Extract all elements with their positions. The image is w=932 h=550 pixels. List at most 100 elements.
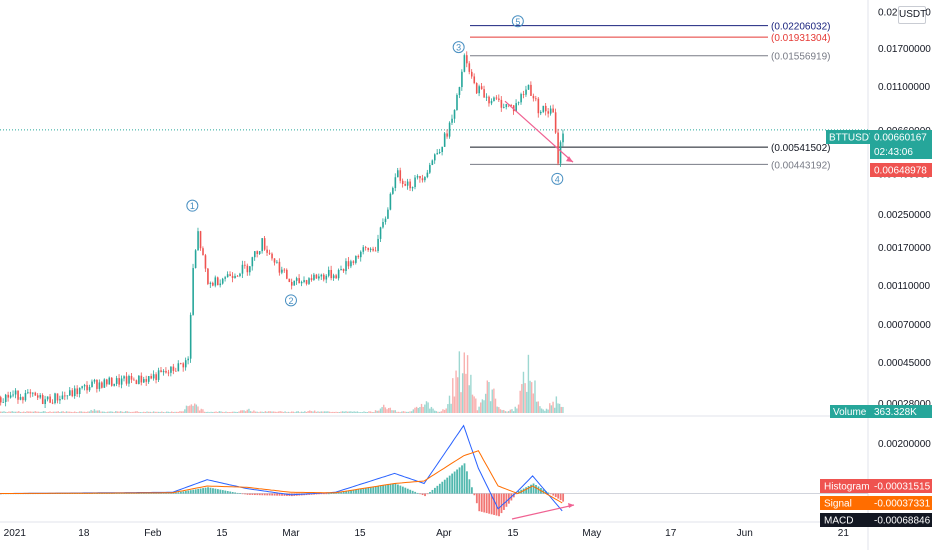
volume-bar (42, 411, 45, 413)
volume-bar (425, 401, 428, 413)
volume-bar (438, 411, 441, 413)
macd-histogram-bar (527, 486, 530, 494)
wave-label: 3 (456, 43, 461, 53)
candle-body (443, 133, 446, 147)
macd-histogram-bar (283, 493, 286, 496)
candle-body (268, 252, 271, 254)
volume-bar (221, 411, 224, 413)
volume-bar (514, 406, 516, 413)
candle-body (367, 247, 370, 250)
candle-body (315, 274, 318, 279)
volume-bar (57, 411, 59, 413)
macd-histogram-bar (429, 491, 431, 494)
macd-histogram-bar (404, 487, 407, 494)
volume-bar (555, 396, 558, 413)
candle-body (101, 382, 103, 388)
candle-body (537, 98, 540, 114)
volume-bar (4, 411, 7, 413)
macd-histogram-bar (219, 489, 222, 494)
volume-bar (246, 409, 248, 413)
level-label: (0.00443192) (771, 160, 831, 171)
macd-histogram-bar (379, 485, 382, 494)
candle-body (305, 280, 308, 284)
volume-bar (282, 412, 285, 413)
candle-body (456, 94, 458, 110)
volume-bar (410, 411, 413, 413)
candle-body (303, 280, 305, 282)
candle-body (204, 255, 207, 269)
volume-bar (360, 412, 362, 413)
candle-body (182, 363, 185, 368)
volume-bar (320, 411, 322, 413)
volume-bar (539, 406, 541, 413)
candle-body (342, 268, 345, 271)
volume-bar (470, 374, 472, 413)
macd-histogram-bar (357, 489, 360, 494)
macd-histogram-bar (475, 493, 478, 504)
candle-body (184, 360, 187, 368)
volume-bar (118, 411, 120, 413)
macd-histogram-bar (120, 493, 123, 494)
level-label: (0.02206032) (771, 22, 831, 33)
candle-body (130, 375, 133, 380)
candle-body (91, 381, 93, 388)
candle-body (419, 176, 421, 179)
histogram-badge-value: -0.00031515 (874, 482, 931, 493)
volume-bar (484, 393, 487, 413)
price-tick-label: 0.01700000 (878, 44, 931, 55)
volume-bar (105, 412, 107, 413)
wave-label: 2 (288, 296, 293, 306)
candle-body (547, 111, 550, 114)
macd-histogram-bar (451, 473, 454, 494)
macd-histogram-bar (184, 490, 187, 494)
volume-bar (478, 406, 480, 413)
volume-bar (98, 410, 101, 413)
macd-histogram-bar (515, 493, 518, 495)
candle-body (332, 275, 335, 279)
volume-bar (106, 411, 109, 413)
macd-histogram-bar (473, 493, 476, 496)
volume-bar (286, 412, 288, 413)
price-tick-label: 0.00028000 (878, 399, 931, 410)
candle-body (293, 280, 296, 286)
candle-body (355, 255, 357, 263)
candle-body (554, 112, 557, 133)
macd-histogram-bar (493, 493, 495, 515)
candle-body (143, 379, 145, 383)
candle-body (241, 264, 244, 274)
candle-body (300, 281, 303, 284)
volume-bar (330, 412, 332, 413)
symbol-badge: BTTUSDT (829, 133, 875, 144)
candle-body (256, 251, 259, 254)
volume-bar (475, 398, 477, 413)
macd-histogram-bar (559, 493, 562, 501)
volume-bar (266, 411, 268, 413)
candle-body (253, 251, 256, 258)
candle-body (478, 86, 480, 94)
wave-label-circle (284, 294, 297, 307)
candle-body (397, 170, 399, 178)
volume-bar (557, 403, 559, 413)
wave-label-circle (511, 15, 524, 28)
macd-histogram-bar (490, 493, 493, 515)
candle-body (140, 375, 143, 383)
volume-bar (143, 411, 145, 413)
currency-badge[interactable]: USDT (898, 6, 926, 24)
volume-bar (295, 411, 298, 413)
volume-bar (504, 411, 507, 413)
volume-bar (251, 411, 253, 413)
candle-body (64, 395, 66, 397)
volume-bar (259, 411, 262, 413)
macd-histogram-bar (394, 483, 397, 494)
candle-body (234, 275, 236, 278)
volume-bar (141, 412, 143, 413)
candle-body (490, 101, 493, 104)
volume-bar (369, 411, 372, 413)
macd-histogram-bar (537, 486, 540, 494)
volume-bar (522, 371, 525, 413)
candle-body (258, 251, 261, 254)
volume-bar (175, 411, 178, 413)
volume-bar (146, 411, 148, 413)
